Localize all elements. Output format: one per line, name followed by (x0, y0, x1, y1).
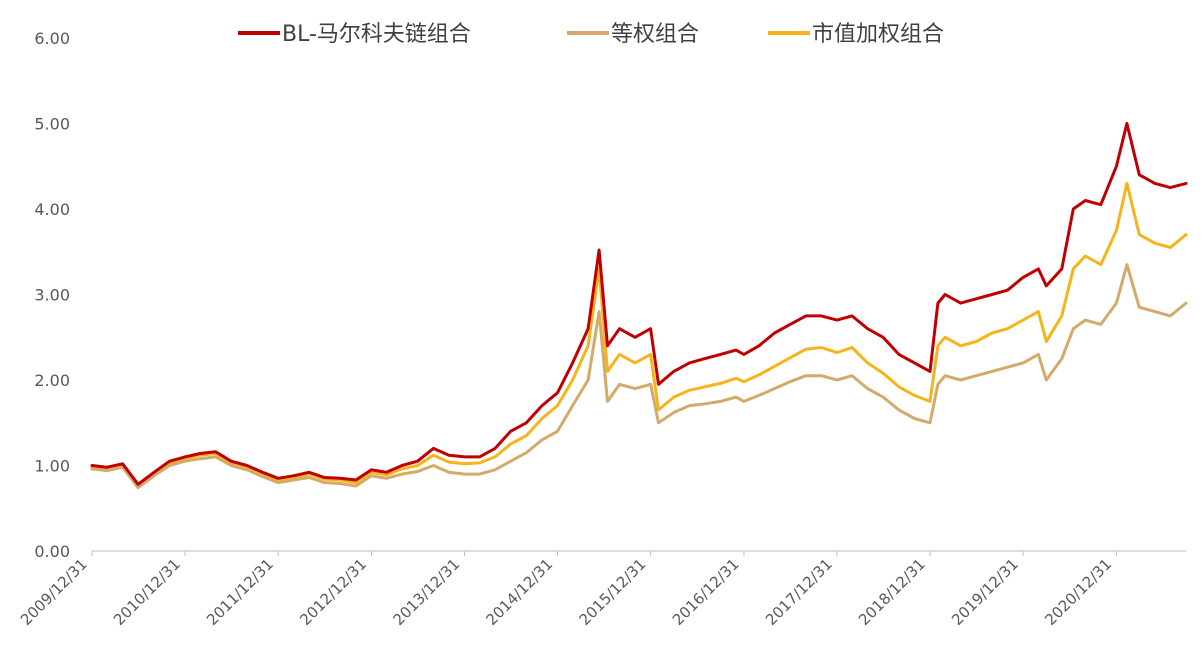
legend-label-0: BL-马尔科夫链组合 (282, 22, 471, 47)
x-tick-label: 2011/12/31 (203, 555, 277, 629)
x-tick-label: 2015/12/31 (576, 555, 650, 629)
x-axis: 2009/12/31 2010/12/31 2011/12/31 2012/12/31… (17, 550, 1186, 629)
x-tick-label: 2017/12/31 (762, 555, 836, 629)
series-line-2 (90, 181, 1188, 488)
y-tick-label: 4.00 (34, 200, 70, 219)
x-tick-label: 2013/12/31 (389, 555, 463, 629)
x-tick-label: 2014/12/31 (483, 555, 557, 629)
y-tick-label: 1.00 (34, 457, 70, 476)
x-tick-label: 2020/12/31 (1041, 555, 1115, 629)
x-tick-label: 2019/12/31 (948, 555, 1022, 629)
y-tick-label: 2.00 (34, 371, 70, 390)
legend: BL-马尔科夫链组合 等权组合 市值加权组合 (238, 22, 944, 47)
y-tick-label: 6.00 (34, 29, 70, 48)
y-axis: 0.00 1.00 2.00 3.00 4.00 5.00 6.00 (34, 29, 70, 561)
x-tick-label: 2012/12/31 (296, 555, 370, 629)
plot-area (90, 122, 1188, 490)
legend-label-2: 市值加权组合 (812, 22, 944, 47)
y-tick-label: 3.00 (34, 286, 70, 305)
series-line-1 (90, 263, 1188, 490)
y-tick-label: 5.00 (34, 115, 70, 134)
y-tick-label: 0.00 (34, 542, 70, 561)
legend-label-1: 等权组合 (611, 22, 699, 47)
series-line-0 (90, 122, 1188, 486)
x-tick-label: 2009/12/31 (17, 555, 91, 629)
x-tick-label: 2010/12/31 (110, 555, 184, 629)
x-tick-label: 2018/12/31 (855, 555, 929, 629)
x-tick-label: 2016/12/31 (669, 555, 743, 629)
